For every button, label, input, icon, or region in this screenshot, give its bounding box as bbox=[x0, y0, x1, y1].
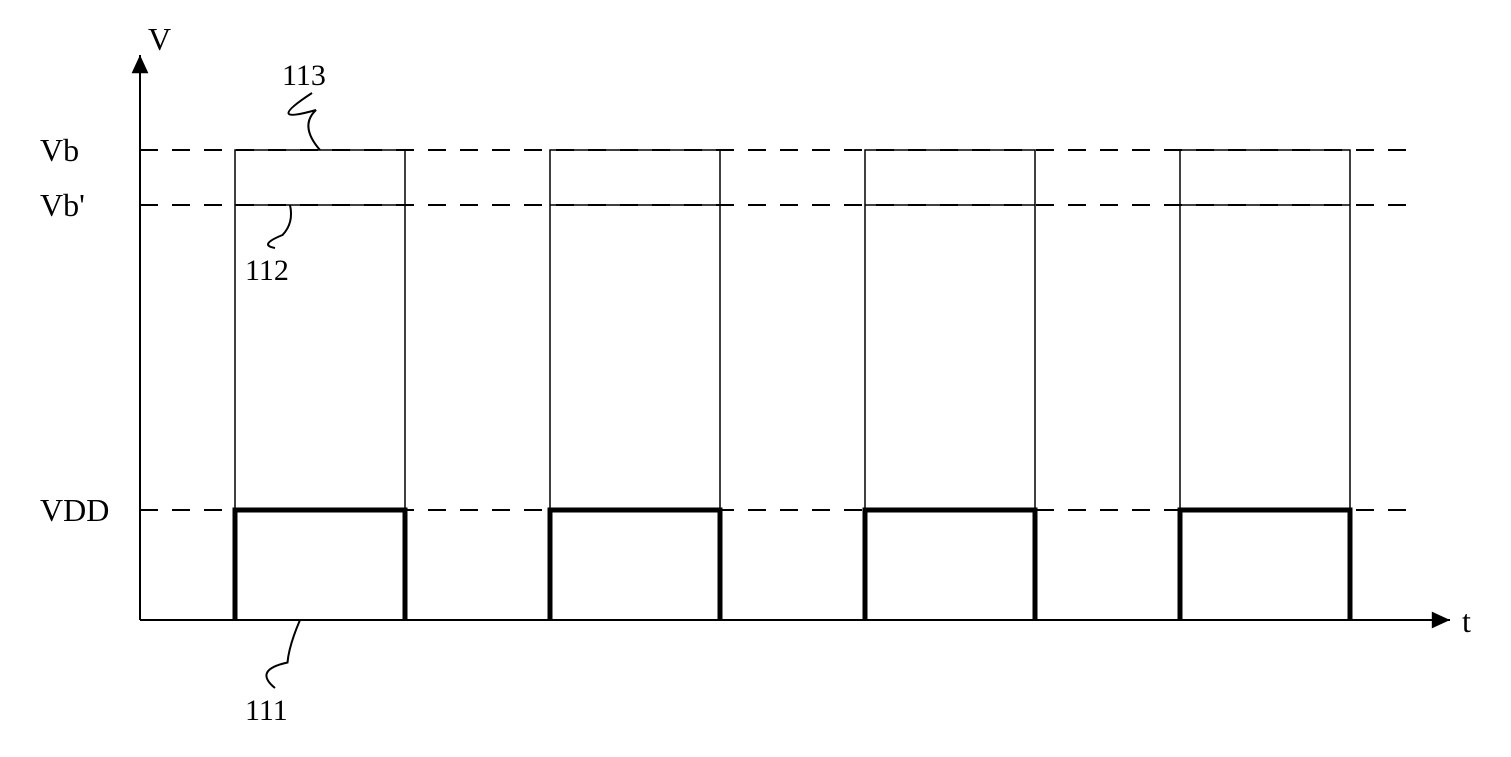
pulse-vb-2 bbox=[865, 150, 1035, 620]
callout-label-111: 111 bbox=[245, 694, 288, 727]
pulse-vb-1 bbox=[550, 150, 720, 620]
y-axis-label: V bbox=[148, 21, 171, 57]
diagram-svg: Vt Vb Vb' VDD 111 112 113 bbox=[20, 20, 1511, 737]
level-label-Vbp: Vb' bbox=[40, 187, 85, 223]
callout-label-113: 113 bbox=[282, 59, 326, 92]
thin-pulse-waveforms bbox=[235, 150, 1350, 620]
pulse-vb-0 bbox=[235, 150, 405, 620]
pulse-vdd-2 bbox=[865, 510, 1035, 620]
dashed-reference-lines bbox=[140, 150, 1410, 510]
pulse-vdd-0 bbox=[235, 510, 405, 620]
callout-label-112: 112 bbox=[245, 254, 289, 287]
pulse-vdd-3 bbox=[1180, 510, 1350, 620]
thick-pulse-waveform bbox=[235, 510, 1350, 620]
axes bbox=[132, 55, 1450, 628]
x-axis-label: t bbox=[1462, 603, 1471, 639]
level-label-VDD: VDD bbox=[40, 492, 109, 528]
level-label-Vb: Vb bbox=[40, 132, 79, 168]
callout-leaders bbox=[266, 93, 320, 688]
timing-diagram: Vt Vb Vb' VDD 111 112 113 bbox=[20, 20, 1511, 737]
callout-leader-112 bbox=[268, 205, 291, 248]
text-labels: Vt Vb Vb' VDD 111 112 113 bbox=[40, 21, 1471, 727]
pulse-vdd-1 bbox=[550, 510, 720, 620]
callout-leader-111 bbox=[266, 620, 300, 688]
y-axis-arrow bbox=[132, 55, 149, 73]
x-axis-arrow bbox=[1432, 612, 1450, 629]
callout-leader-113 bbox=[288, 93, 320, 150]
pulse-vb-3 bbox=[1180, 150, 1350, 620]
